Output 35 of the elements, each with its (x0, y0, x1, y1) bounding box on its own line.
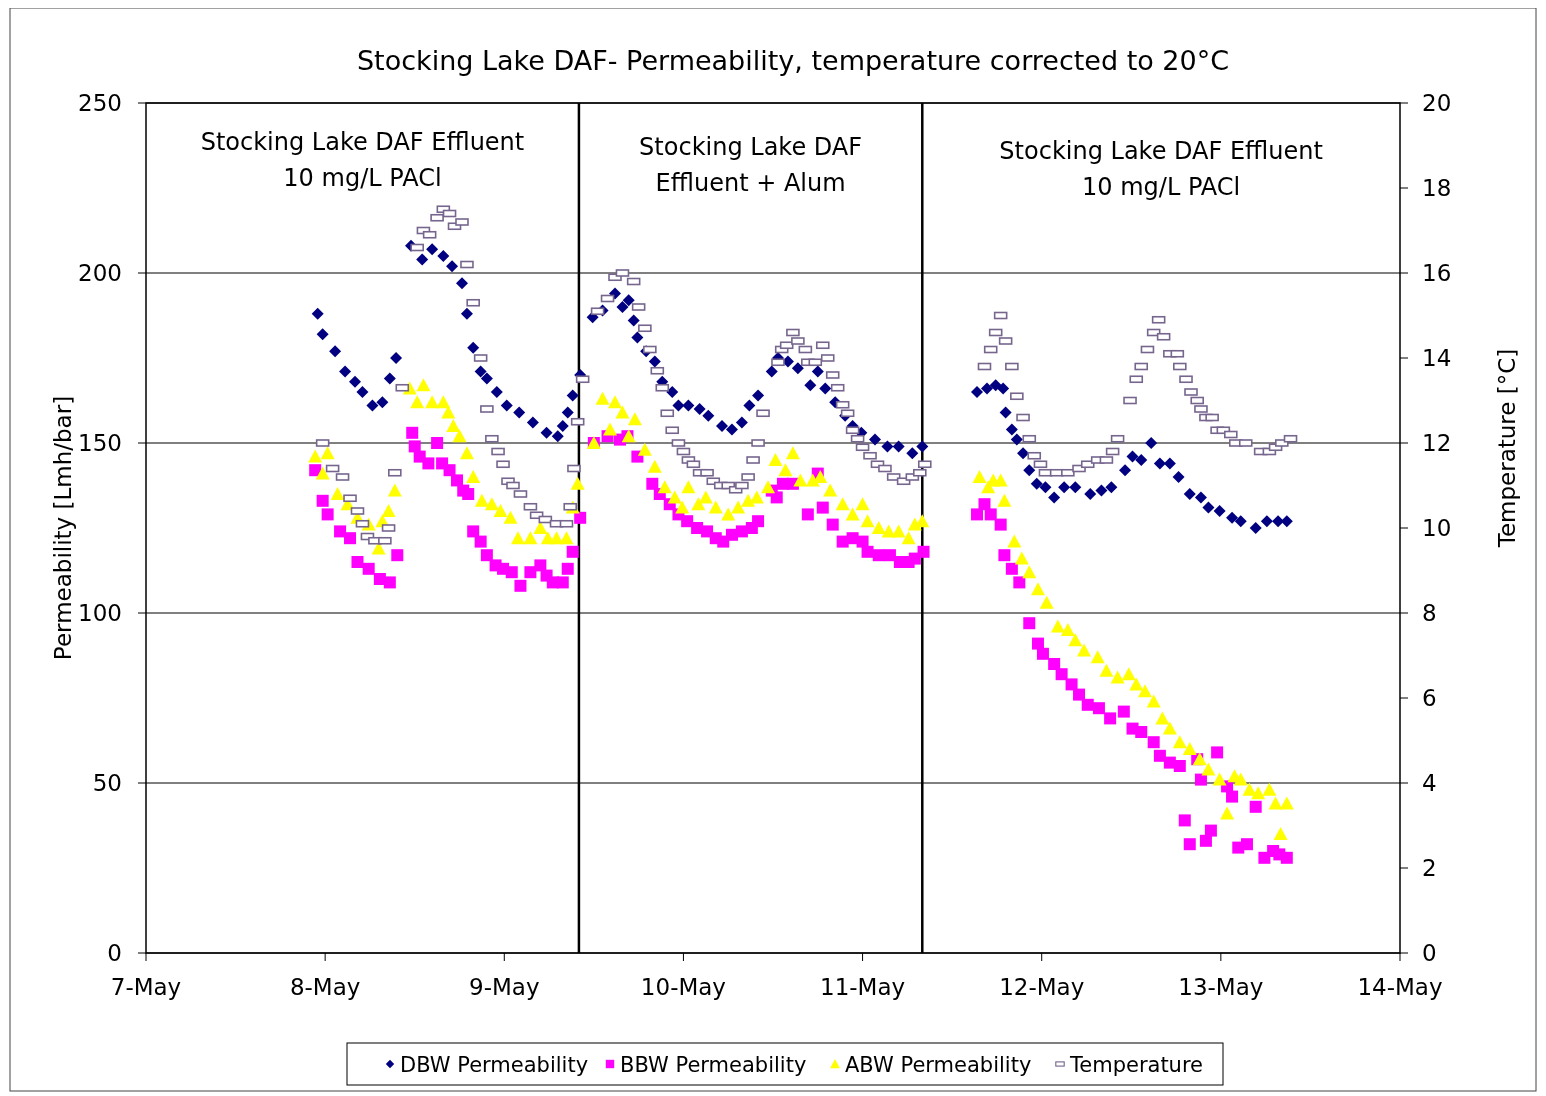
y2-tick-label: 0 (1422, 940, 1437, 966)
chart-title: Stocking Lake DAF- Permeability, temperature corrected to 20°C (356, 45, 1230, 76)
y2-tick-label: 20 (1422, 90, 1452, 116)
y-axis-title: Permeability [Lmh/bar] (50, 395, 76, 661)
x-tick-label: 12-May (999, 974, 1085, 1000)
y-tick-label: 250 (78, 90, 122, 116)
legend-label: BBW Permeability (620, 1053, 807, 1077)
legend-label: ABW Permeability (845, 1053, 1032, 1077)
y2-tick-label: 2 (1422, 855, 1437, 881)
x-tick-label: 14-May (1357, 974, 1443, 1000)
x-tick-label: 13-May (1178, 974, 1264, 1000)
y2-axis-title: Temperature [°C] (1494, 348, 1520, 549)
y2-tick-label: 4 (1422, 770, 1437, 796)
y-tick-label: 100 (78, 600, 122, 626)
y2-tick-label: 18 (1422, 175, 1452, 201)
y2-tick-label: 8 (1422, 600, 1437, 626)
y2-tick-label: 14 (1422, 345, 1452, 371)
legend-label: Temperature (1069, 1053, 1204, 1077)
annotation: Stocking Lake DAF Effluent + Alum (639, 133, 863, 197)
y-tick-label: 50 (92, 770, 122, 796)
x-tick-label: 7-May (110, 974, 182, 1000)
annotation: Stocking Lake DAF Effluent 10 mg/L PACl (999, 137, 1323, 201)
annotation: Stocking Lake DAF Effluent 10 mg/L PACl (200, 128, 525, 192)
x-tick-label: 10-May (640, 974, 726, 1000)
x-tick-label: 8-May (289, 974, 361, 1000)
y2-tick-label: 12 (1422, 430, 1452, 456)
x-tick-label: 9-May (469, 974, 540, 1000)
y2-tick-label: 6 (1422, 685, 1437, 711)
y2-tick-label: 10 (1422, 515, 1452, 541)
x-tick-label: 11-May (820, 974, 906, 1000)
y-tick-label: 150 (78, 430, 122, 456)
y-tick-label: 200 (78, 260, 122, 286)
y-tick-label: 0 (107, 940, 122, 966)
legend-label: DBW Permeability (400, 1053, 589, 1077)
y2-tick-label: 16 (1422, 260, 1452, 286)
